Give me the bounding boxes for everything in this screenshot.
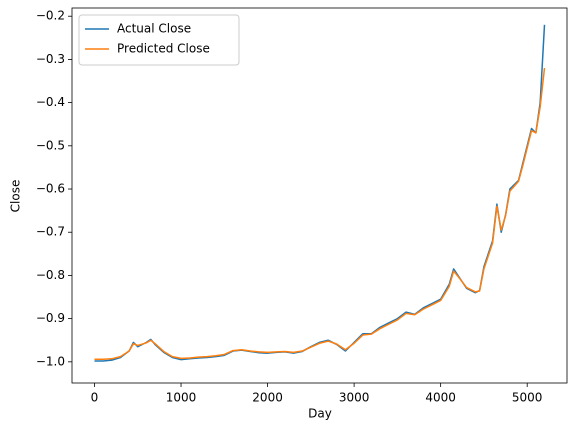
y-tick-label: −0.3 [36, 52, 65, 66]
y-tick-label: −0.6 [36, 182, 65, 196]
y-tick-label: −0.7 [36, 225, 65, 239]
line-series [94, 67, 546, 360]
legend-label: Predicted Close [117, 42, 210, 56]
x-tick-label: 4000 [425, 391, 456, 405]
legend-label: Actual Close [117, 22, 191, 36]
y-tick-label: −0.9 [36, 311, 65, 325]
y-tick-label: −0.8 [36, 268, 65, 282]
y-tick-label: −1.0 [36, 354, 65, 368]
axes-frame [71, 7, 568, 384]
x-tick-label: 3000 [339, 391, 370, 405]
y-tick-label: −0.2 [36, 9, 65, 23]
y-tick-label: −0.5 [36, 138, 65, 152]
y-axis-label: Close [9, 180, 23, 213]
x-axis-label: Day [308, 407, 332, 421]
x-tick-label: 2000 [252, 391, 283, 405]
y-tick-label: −0.4 [36, 95, 65, 109]
line-series [94, 24, 546, 362]
legend-box [78, 14, 240, 66]
x-tick-label: 5000 [512, 391, 543, 405]
x-tick-label: 1000 [166, 391, 197, 405]
x-tick-label: 0 [91, 391, 99, 405]
